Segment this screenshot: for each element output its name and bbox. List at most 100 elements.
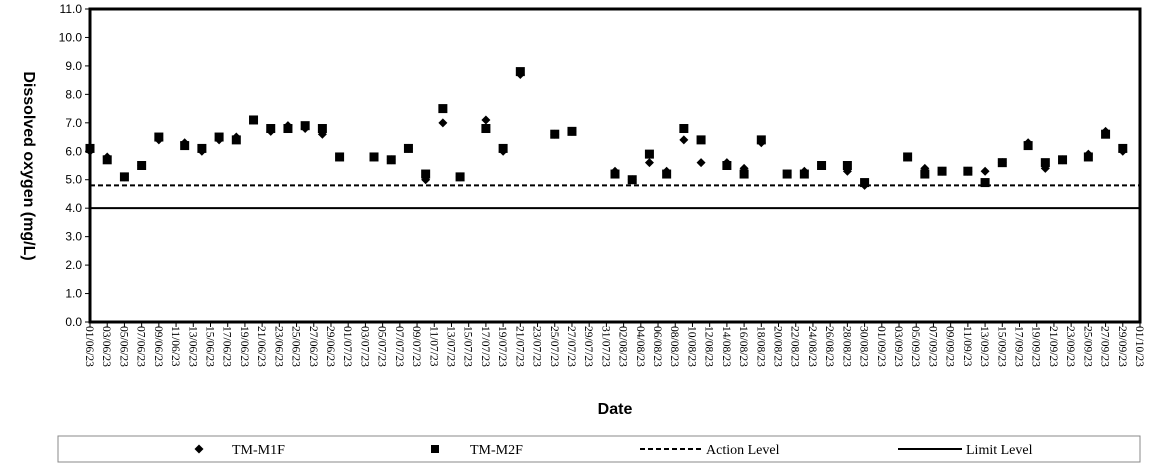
point-tm-m2f bbox=[1083, 152, 1093, 162]
point-tm-m2f bbox=[997, 158, 1007, 168]
x-axis-title: Date bbox=[598, 401, 633, 418]
point-tm-m2f bbox=[421, 169, 431, 179]
x-tick-label: 29/06/23 bbox=[324, 326, 336, 367]
point-tm-m2f bbox=[662, 169, 672, 179]
x-tick-label: 23/09/23 bbox=[1064, 326, 1076, 367]
point-tm-m2f bbox=[756, 135, 766, 145]
x-tick-label: 02/08/23 bbox=[617, 326, 629, 367]
x-tick-label: 15/06/23 bbox=[203, 326, 215, 367]
x-tick-label: 27/07/23 bbox=[565, 326, 577, 367]
x-tick-label: 03/09/23 bbox=[892, 326, 904, 367]
point-tm-m2f bbox=[214, 132, 224, 142]
x-tick-label: 09/07/23 bbox=[410, 326, 422, 367]
x-tick-label: 29/09/23 bbox=[1116, 326, 1128, 367]
x-tick-label: 24/08/23 bbox=[806, 326, 818, 367]
point-tm-m2f bbox=[679, 124, 689, 134]
point-tm-m2f bbox=[231, 135, 241, 145]
x-tick-label: 07/09/23 bbox=[926, 326, 938, 367]
point-tm-m2f bbox=[696, 135, 706, 145]
legend: TM-M1F TM-M2F Action Level Limit Level bbox=[57, 435, 1141, 463]
x-tick-label: 09/09/23 bbox=[944, 326, 956, 367]
x-tick-label: 20/08/23 bbox=[772, 326, 784, 367]
x-tick-label: 14/08/23 bbox=[720, 326, 732, 367]
point-tm-m1f bbox=[438, 118, 448, 128]
point-tm-m2f bbox=[550, 129, 560, 139]
point-tm-m2f bbox=[197, 143, 207, 153]
point-tm-m2f bbox=[249, 115, 259, 125]
x-tick-label: 21/09/23 bbox=[1047, 326, 1059, 367]
point-tm-m2f bbox=[102, 155, 112, 165]
point-tm-m2f bbox=[335, 152, 345, 162]
y-tick-label: 7.0 bbox=[65, 116, 82, 130]
point-tm-m2f bbox=[937, 166, 947, 176]
y-tick-label: 0.0 bbox=[65, 315, 82, 329]
x-tick-label: 13/09/23 bbox=[978, 326, 990, 367]
y-tick-label: 8.0 bbox=[65, 87, 82, 101]
x-tick-label: 13/06/23 bbox=[186, 326, 198, 367]
point-tm-m2f bbox=[1040, 158, 1050, 168]
y-tick-label: 9.0 bbox=[65, 59, 82, 73]
y-axis-ticks: 0.0 1.0 2.0 3.0 4.0 5.0 6.0 7.0 8.0 9.0 10.0 11.0 bbox=[59, 2, 90, 329]
x-tick-label: 06/08/23 bbox=[651, 326, 663, 367]
x-tick-label: 19/06/23 bbox=[238, 326, 250, 367]
x-tick-label: 07/06/23 bbox=[135, 326, 147, 367]
x-tick-label: 13/07/23 bbox=[444, 326, 456, 367]
x-tick-label: 05/09/23 bbox=[909, 326, 921, 367]
point-tm-m2f bbox=[782, 169, 792, 179]
point-tm-m2f bbox=[481, 124, 491, 134]
point-tm-m1f bbox=[696, 158, 706, 168]
x-tick-label: 12/08/23 bbox=[703, 326, 715, 367]
legend-marker-tm-m1f bbox=[194, 444, 204, 454]
y-tick-label: 2.0 bbox=[65, 258, 82, 272]
x-tick-label: 15/09/23 bbox=[995, 326, 1007, 367]
point-tm-m2f bbox=[455, 172, 465, 182]
point-tm-m2f bbox=[369, 152, 379, 162]
x-tick-label: 26/08/23 bbox=[823, 326, 835, 367]
point-tm-m2f bbox=[567, 126, 577, 136]
x-tick-label: 11/07/23 bbox=[427, 326, 439, 367]
x-tick-label: 04/08/23 bbox=[634, 326, 646, 367]
point-tm-m1f bbox=[679, 135, 689, 145]
point-tm-m2f bbox=[1118, 143, 1128, 153]
point-tm-m2f bbox=[610, 169, 620, 179]
x-tick-label: 05/07/23 bbox=[376, 326, 388, 367]
y-axis-title: Dissolved oxygen (mg/L) bbox=[20, 71, 37, 260]
point-tm-m2f bbox=[739, 169, 749, 179]
x-tick-label: 01/07/23 bbox=[341, 326, 353, 367]
point-tm-m2f bbox=[1058, 155, 1068, 165]
x-tick-label: 27/09/23 bbox=[1099, 326, 1111, 367]
x-tick-label: 21/06/23 bbox=[255, 326, 267, 367]
x-tick-label: 25/09/23 bbox=[1081, 326, 1093, 367]
y-tick-label: 6.0 bbox=[65, 144, 82, 158]
point-tm-m2f bbox=[317, 124, 327, 134]
point-tm-m2f bbox=[266, 124, 276, 134]
point-tm-m2f bbox=[903, 152, 913, 162]
legend-marker-tm-m2f bbox=[431, 445, 439, 453]
point-tm-m1f bbox=[644, 158, 654, 168]
x-tick-label: 16/08/23 bbox=[737, 326, 749, 367]
x-tick-label: 15/07/23 bbox=[462, 326, 474, 367]
point-tm-m2f bbox=[963, 166, 973, 176]
point-tm-m2f bbox=[300, 121, 310, 131]
x-tick-label: 18/08/23 bbox=[754, 326, 766, 367]
point-tm-m2f bbox=[1101, 129, 1111, 139]
point-tm-m2f bbox=[386, 155, 396, 165]
point-tm-m2f bbox=[860, 178, 870, 188]
point-tm-m2f bbox=[980, 178, 990, 188]
x-tick-label: 03/07/23 bbox=[358, 326, 370, 367]
point-tm-m2f bbox=[403, 143, 413, 153]
y-tick-label: 5.0 bbox=[65, 173, 82, 187]
x-tick-label: 23/06/23 bbox=[272, 326, 284, 367]
x-tick-label: 25/06/23 bbox=[290, 326, 302, 367]
point-tm-m2f bbox=[85, 143, 95, 153]
x-tick-label: 10/08/23 bbox=[685, 326, 697, 367]
point-tm-m2f bbox=[920, 169, 930, 179]
point-tm-m2f bbox=[644, 149, 654, 159]
y-tick-label: 11.0 bbox=[60, 2, 83, 16]
point-tm-m2f bbox=[842, 161, 852, 170]
point-tm-m2f bbox=[722, 161, 732, 170]
y-tick-label: 1.0 bbox=[65, 287, 82, 301]
y-tick-label: 3.0 bbox=[65, 230, 82, 244]
legend-label-tm-m2f: TM-M2F bbox=[470, 443, 523, 458]
